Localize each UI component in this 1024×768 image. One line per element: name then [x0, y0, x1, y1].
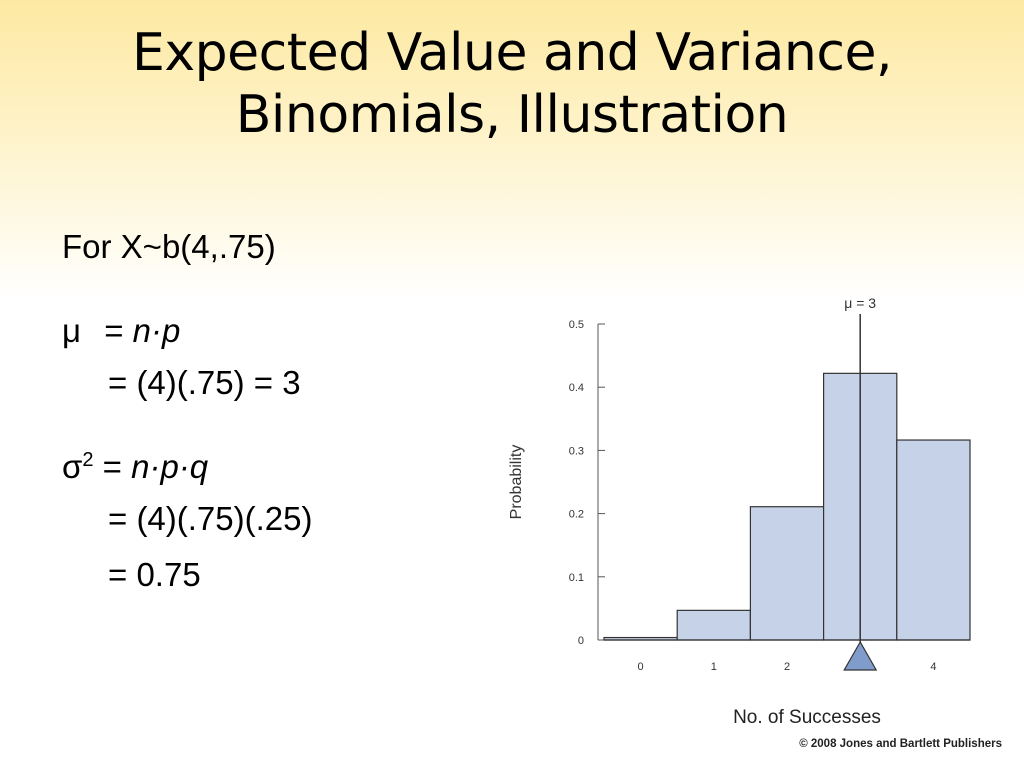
mean-marker-triangle	[843, 640, 878, 671]
variance-line-2: = (4)(.75)(.25)	[108, 500, 313, 537]
bar-2	[749, 506, 825, 641]
x-axis-label: No. of Successes	[733, 707, 881, 728]
y-tick-label: 0.4	[569, 382, 584, 394]
title-line-1: Expected Value and Variance,	[132, 23, 892, 83]
mean-formula-line: μ = n·p	[62, 312, 180, 350]
mu-equals: =	[104, 312, 124, 349]
distribution-statement: For X~b(4,.75)	[62, 228, 276, 265]
mean-label: μ = 3	[844, 295, 876, 311]
slide-title: Expected Value and Variance, Binomials, …	[0, 22, 1024, 146]
y-tick-label: 0.2	[569, 509, 584, 521]
bar-4	[896, 439, 971, 641]
mean-indicator: μ = 3	[843, 295, 878, 671]
mu-symbol: μ	[62, 312, 82, 349]
sigma-equals: =	[102, 448, 122, 485]
variance-formula-line: σ2 = n·p·q	[62, 448, 208, 486]
title-line-2: Binomials, Illustration	[235, 85, 789, 145]
y-tick-label: 0	[578, 635, 584, 647]
x-tick-label: 1	[711, 661, 717, 673]
y-tick-label: 0.1	[569, 572, 584, 584]
x-tick-label: 4	[930, 661, 936, 673]
mu-formula: n·p	[132, 312, 181, 349]
copyright-notice: © 2008 Jones and Bartlett Publishers	[799, 738, 1002, 750]
bar-1	[676, 609, 751, 641]
y-axis: 0 0.1 0.2 0.3 0.4 0.5	[569, 319, 605, 647]
sigma-symbol: σ	[62, 448, 83, 485]
y-tick-label: 0.5	[569, 319, 584, 331]
y-axis-label: Probability	[508, 445, 525, 520]
y-tick-label: 0.3	[569, 445, 584, 457]
x-tick-label: 2	[784, 661, 790, 673]
x-tick-label: 0	[638, 661, 644, 673]
mean-result-line: = (4)(.75) = 3	[108, 364, 301, 401]
bars	[603, 372, 971, 641]
sigma-formula: n·p·q	[131, 448, 209, 485]
sigma-superscript: 2	[82, 449, 94, 471]
variance-line-3: = 0.75	[108, 556, 201, 593]
x-axis: 0 1 2 4	[638, 661, 937, 673]
